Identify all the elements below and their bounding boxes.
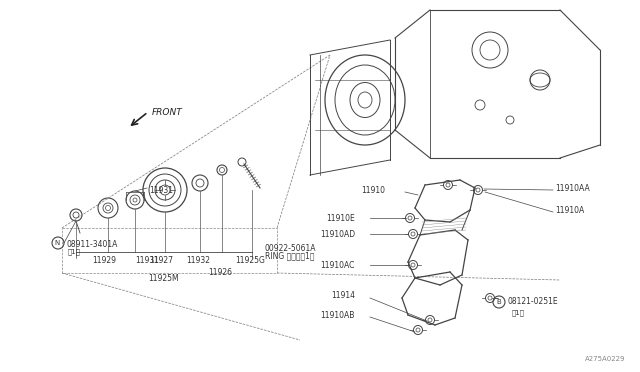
Text: 11925M: 11925M (148, 274, 179, 283)
Text: 11910: 11910 (361, 186, 385, 195)
Text: FRONT: FRONT (152, 108, 183, 117)
Text: 11931: 11931 (135, 256, 159, 265)
Text: 11910AC: 11910AC (321, 260, 355, 269)
Text: 11926: 11926 (208, 268, 232, 277)
Text: 、1）: 、1） (68, 248, 81, 254)
Text: 11932: 11932 (186, 256, 210, 265)
Text: 11925G: 11925G (235, 256, 265, 265)
Text: 11910AB: 11910AB (321, 311, 355, 320)
Text: A275A0229: A275A0229 (584, 356, 625, 362)
Text: 、1）: 、1） (512, 309, 525, 315)
Text: B: B (497, 299, 501, 305)
Text: 11931: 11931 (149, 186, 173, 195)
Text: 11914: 11914 (331, 292, 355, 301)
Text: 11910AA: 11910AA (555, 183, 589, 192)
Text: N: N (54, 240, 60, 246)
Text: 00922-5061A: 00922-5061A (265, 244, 317, 253)
Bar (62, 228, 277, 273)
Text: 11910AD: 11910AD (320, 230, 355, 238)
Text: 11910A: 11910A (555, 205, 584, 215)
Text: 08911-3401A: 08911-3401A (66, 240, 117, 249)
Text: 11927: 11927 (149, 256, 173, 265)
Text: 11910E: 11910E (326, 214, 355, 222)
Text: 08121-0251E: 08121-0251E (508, 298, 559, 307)
Text: 11929: 11929 (92, 256, 116, 265)
Text: RING リング　1）: RING リング 1） (265, 251, 314, 260)
